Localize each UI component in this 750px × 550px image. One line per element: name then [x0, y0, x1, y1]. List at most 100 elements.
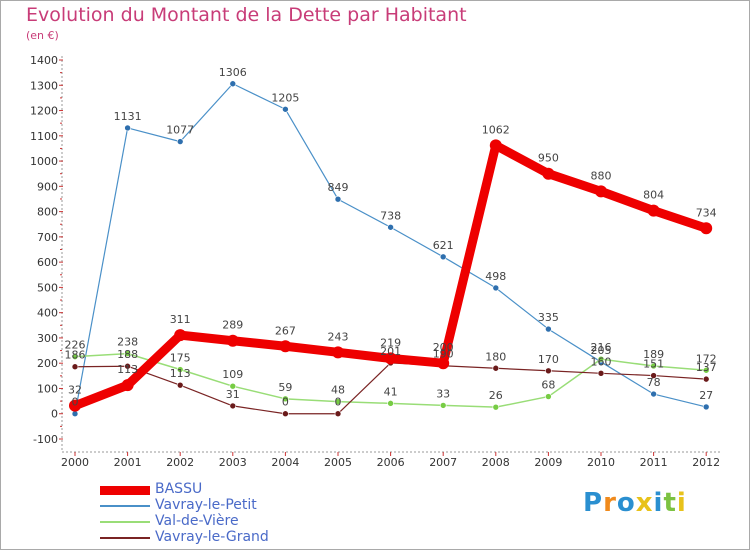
legend-label: Vavray-le-Petit	[155, 497, 257, 513]
legend-swatch	[100, 485, 150, 495]
data-point	[71, 363, 79, 371]
data-point	[700, 222, 713, 235]
data-point	[334, 410, 342, 418]
data-point	[702, 366, 710, 374]
data-label: 113	[170, 367, 191, 380]
data-label: 498	[485, 270, 506, 283]
logo-letter: P	[583, 488, 604, 518]
data-label: 48	[331, 384, 345, 397]
data-point	[226, 334, 239, 347]
data-label: 172	[696, 352, 717, 365]
data-label: 1062	[482, 123, 510, 136]
data-point	[545, 325, 552, 333]
data-point	[437, 357, 450, 370]
data-point	[647, 204, 660, 217]
data-point	[545, 393, 552, 400]
data-point	[439, 253, 447, 261]
y-tick-label: 1200	[30, 105, 58, 118]
proxiti-logo: Proxiti	[583, 488, 687, 518]
y-tick-label: 500	[37, 281, 58, 294]
series-lines	[69, 80, 713, 418]
data-label: 1131	[114, 110, 142, 123]
data-point	[282, 395, 289, 403]
data-point	[334, 398, 342, 405]
data-point	[650, 372, 657, 379]
x-tick-label: 2012	[692, 456, 720, 469]
data-label: 201	[380, 345, 401, 358]
data-label: 950	[538, 152, 559, 165]
x-tick-label: 2007	[429, 456, 457, 469]
data-point	[492, 284, 500, 292]
data-label: 189	[643, 348, 664, 361]
data-label: 78	[647, 376, 661, 389]
data-point	[229, 382, 237, 390]
y-tick-label: 1000	[30, 155, 58, 168]
y-tick-label: 1100	[30, 130, 58, 143]
y-tick-label: 0	[51, 408, 58, 421]
data-label: 68	[541, 379, 555, 392]
data-label: 1205	[271, 91, 299, 104]
data-label: 804	[643, 189, 664, 202]
x-tick-label: 2006	[377, 456, 405, 469]
logo-letter: r	[603, 488, 617, 518]
data-point	[174, 329, 187, 342]
logo-letter: i	[676, 488, 687, 518]
legend-label: BASSU	[155, 481, 203, 497]
x-tick-label: 2001	[114, 456, 142, 469]
chart-title: Evolution du Montant de la Dette par Hab…	[26, 4, 467, 26]
legend-label: Vavray-le-Grand	[155, 529, 269, 545]
data-point	[595, 185, 607, 198]
data-label: 734	[696, 206, 717, 219]
data-point	[492, 403, 500, 411]
y-tick-label: 1400	[30, 54, 58, 67]
legend-label: Val-de-Vière	[155, 513, 239, 529]
chart-unit: (en €)	[26, 29, 59, 42]
data-label: 1306	[219, 66, 247, 79]
data-point	[282, 410, 289, 418]
y-tick-label: 900	[37, 180, 58, 193]
data-point	[489, 139, 502, 152]
data-point	[545, 367, 552, 375]
data-label: 849	[328, 181, 349, 194]
data-label: 335	[538, 311, 559, 324]
legend-swatch	[100, 537, 150, 539]
data-label: 0	[282, 396, 289, 409]
legend-swatch	[100, 521, 150, 523]
data-point	[492, 364, 500, 372]
y-tick-label: 600	[37, 256, 58, 269]
data-label: 200	[433, 341, 454, 354]
data-point	[597, 355, 605, 363]
legend-swatch	[100, 505, 150, 507]
y-tick-label: 400	[37, 307, 58, 320]
data-point	[384, 352, 397, 365]
data-label: 238	[117, 336, 138, 349]
data-point	[71, 353, 79, 360]
data-label: 880	[591, 169, 612, 182]
data-label: 738	[380, 209, 401, 222]
data-point	[542, 167, 555, 180]
x-tick-label: 2009	[534, 456, 562, 469]
y-tick-label: 100	[37, 382, 58, 395]
data-label: 26	[489, 389, 503, 402]
data-point	[124, 350, 131, 357]
x-tick-label: 2011	[640, 456, 668, 469]
data-label: 151	[643, 358, 664, 371]
data-point	[176, 138, 184, 145]
data-label: 32	[68, 384, 82, 397]
data-point	[69, 399, 81, 412]
data-label: 186	[65, 349, 86, 362]
logo-letter: o	[616, 488, 636, 518]
data-point	[229, 402, 237, 410]
data-label: 0	[72, 396, 79, 409]
data-label: 243	[328, 330, 349, 343]
data-label: 1077	[166, 124, 194, 137]
data-point	[650, 362, 657, 370]
data-point	[121, 379, 134, 392]
y-tick-label: 800	[37, 206, 58, 219]
y-tick-label: 700	[37, 231, 58, 244]
data-label: 205	[591, 344, 612, 357]
y-tick-label: 1300	[30, 79, 58, 92]
data-point	[332, 346, 344, 359]
data-point	[650, 390, 657, 398]
